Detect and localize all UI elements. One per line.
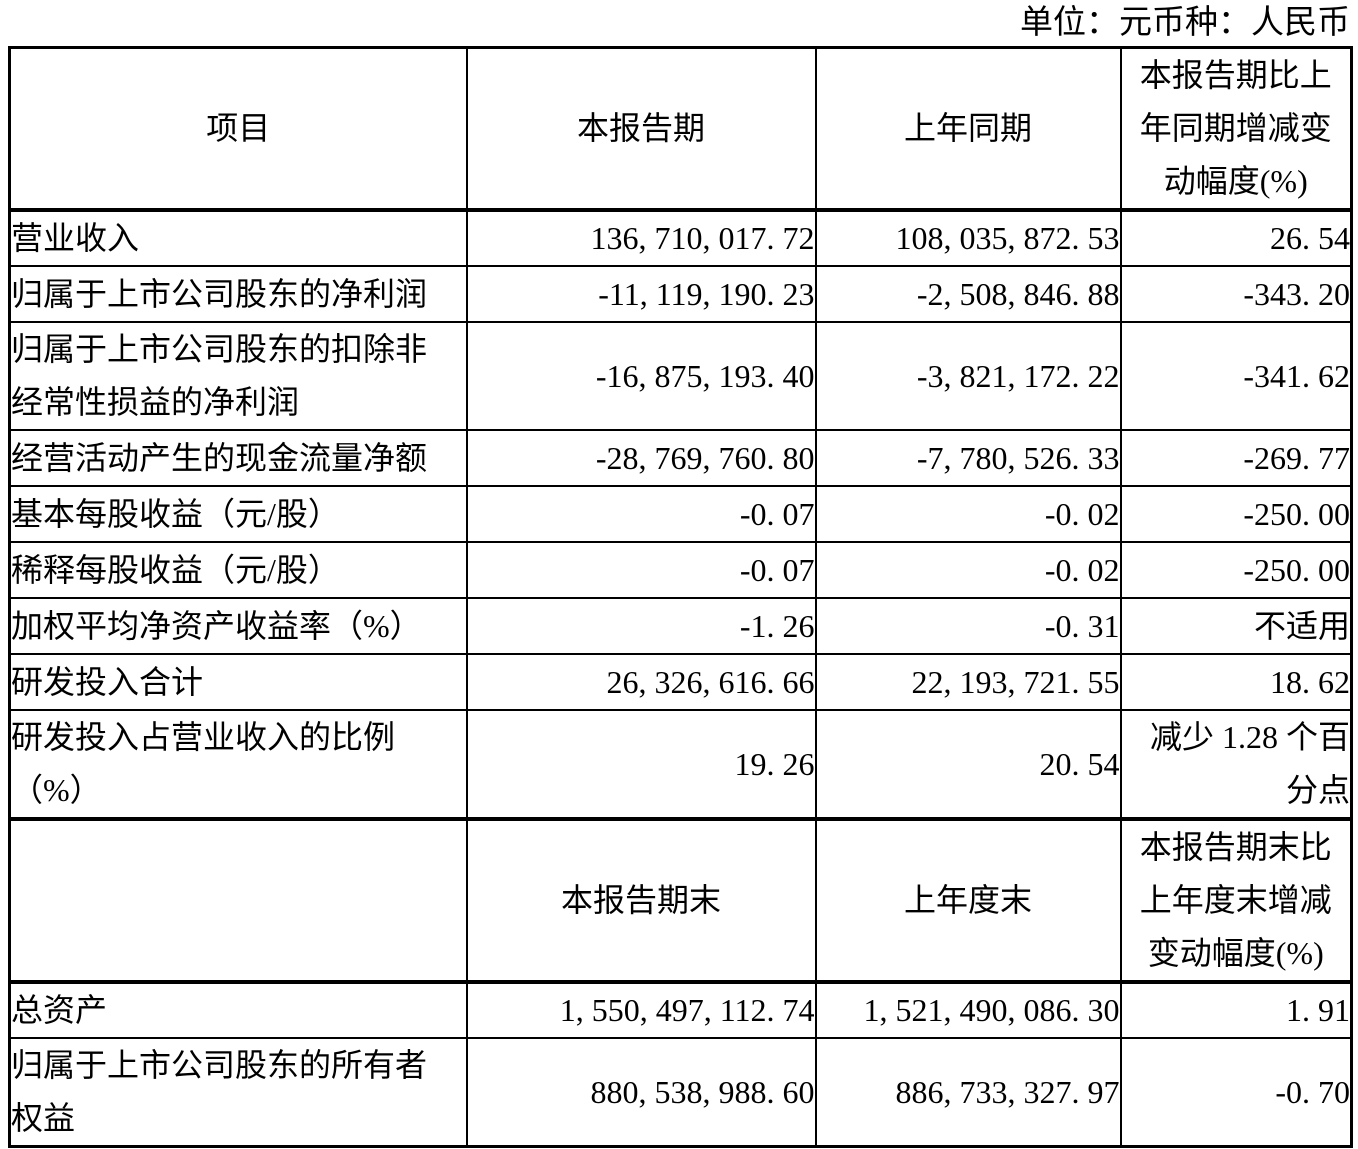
row-label: 基本每股收益（元/股） — [8, 485, 468, 543]
table-row-weighted-avg-roe: 加权平均净资产收益率（%） -1. 26 -0. 31 不适用 — [8, 597, 1353, 655]
value-change: -343. 20 — [1119, 265, 1353, 323]
table-header-row-period: 项目 本报告期 上年同期 本报告期比上 年同期增减变 动幅度(%) — [8, 46, 1353, 212]
table-row-total-assets: 总资产 1, 550, 497, 112. 74 1, 521, 490, 08… — [8, 981, 1353, 1039]
table-row-rd-investment-total: 研发投入合计 26, 326, 616. 66 22, 193, 721. 55… — [8, 653, 1353, 711]
value-change: 减少 1.28 个百 分点 — [1119, 709, 1353, 821]
value-change: -250. 00 — [1119, 485, 1353, 543]
header-change-pct-end: 本报告期末比 上年度末增减 变动幅度(%) — [1119, 818, 1353, 984]
header-prior-period: 上年同期 — [814, 46, 1122, 212]
header-current-period: 本报告期 — [465, 46, 817, 212]
header-item: 项目 — [8, 46, 468, 212]
table-row-net-profit: 归属于上市公司股东的净利润 -11, 119, 190. 23 -2, 508,… — [8, 265, 1353, 323]
row-label: 归属于上市公司股东的净利润 — [8, 265, 468, 323]
header-prior-year-end: 上年度末 — [814, 818, 1122, 984]
key-financial-data-table: 项目 本报告期 上年同期 本报告期比上 年同期增减变 动幅度(%) 营业收入 1… — [8, 46, 1353, 1148]
value-current: -0. 07 — [465, 485, 817, 543]
table-row-net-profit-excl-nonrecurring: 归属于上市公司股东的扣除非 经常性损益的净利润 -16, 875, 193. 4… — [8, 321, 1353, 431]
value-change: 1. 91 — [1119, 981, 1353, 1039]
value-prior: 20. 54 — [814, 709, 1122, 821]
row-label: 研发投入合计 — [8, 653, 468, 711]
value-prior: -0. 31 — [814, 597, 1122, 655]
row-label: 归属于上市公司股东的所有者 权益 — [8, 1037, 468, 1148]
table-header-row-period-end: 本报告期末 上年度末 本报告期末比 上年度末增减 变动幅度(%) — [8, 818, 1353, 984]
unit-currency-note: 单位：元币种：人民币 — [1020, 5, 1350, 41]
value-prior: -0. 02 — [814, 485, 1122, 543]
value-prior: 108, 035, 872. 53 — [814, 209, 1122, 267]
value-current: -11, 119, 190. 23 — [465, 265, 817, 323]
row-label: 稀释每股收益（元/股） — [8, 541, 468, 599]
row-label: 营业收入 — [8, 209, 468, 267]
table-row-diluted-eps: 稀释每股收益（元/股） -0. 07 -0. 02 -250. 00 — [8, 541, 1353, 599]
header-change-pct: 本报告期比上 年同期增减变 动幅度(%) — [1119, 46, 1353, 212]
value-prior: 886, 733, 327. 97 — [814, 1037, 1122, 1148]
value-change: -250. 00 — [1119, 541, 1353, 599]
header-current-period-end: 本报告期末 — [465, 818, 817, 984]
row-label: 研发投入占营业收入的比例 （%） — [8, 709, 468, 821]
value-prior: -0. 02 — [814, 541, 1122, 599]
value-current: -1. 26 — [465, 597, 817, 655]
value-current: -16, 875, 193. 40 — [465, 321, 817, 431]
row-label: 加权平均净资产收益率（%） — [8, 597, 468, 655]
value-current: -0. 07 — [465, 541, 817, 599]
value-current: 19. 26 — [465, 709, 817, 821]
value-current: -28, 769, 760. 80 — [465, 429, 817, 487]
row-label: 总资产 — [8, 981, 468, 1039]
value-prior: 22, 193, 721. 55 — [814, 653, 1122, 711]
row-label: 经营活动产生的现金流量净额 — [8, 429, 468, 487]
value-change: -341. 62 — [1119, 321, 1353, 431]
table-row-rd-revenue-ratio: 研发投入占营业收入的比例 （%） 19. 26 20. 54 减少 1.28 个… — [8, 709, 1353, 821]
value-current: 26, 326, 616. 66 — [465, 653, 817, 711]
value-change: 不适用 — [1119, 597, 1353, 655]
value-current: 1, 550, 497, 112. 74 — [465, 981, 817, 1039]
value-change: 18. 62 — [1119, 653, 1353, 711]
value-prior: -7, 780, 526. 33 — [814, 429, 1122, 487]
value-prior: 1, 521, 490, 086. 30 — [814, 981, 1122, 1039]
table-row-owners-equity: 归属于上市公司股东的所有者 权益 880, 538, 988. 60 886, … — [8, 1037, 1353, 1148]
value-current: 136, 710, 017. 72 — [465, 209, 817, 267]
value-prior: -2, 508, 846. 88 — [814, 265, 1122, 323]
value-change: -269. 77 — [1119, 429, 1353, 487]
row-label: 归属于上市公司股东的扣除非 经常性损益的净利润 — [8, 321, 468, 431]
value-current: 880, 538, 988. 60 — [465, 1037, 817, 1148]
header-item-empty — [8, 818, 468, 984]
value-prior: -3, 821, 172. 22 — [814, 321, 1122, 431]
table-row-operating-cash-flow: 经营活动产生的现金流量净额 -28, 769, 760. 80 -7, 780,… — [8, 429, 1353, 487]
value-change: -0. 70 — [1119, 1037, 1353, 1148]
table-row-operating-revenue: 营业收入 136, 710, 017. 72 108, 035, 872. 53… — [8, 209, 1353, 267]
table-row-basic-eps: 基本每股收益（元/股） -0. 07 -0. 02 -250. 00 — [8, 485, 1353, 543]
value-change: 26. 54 — [1119, 209, 1353, 267]
